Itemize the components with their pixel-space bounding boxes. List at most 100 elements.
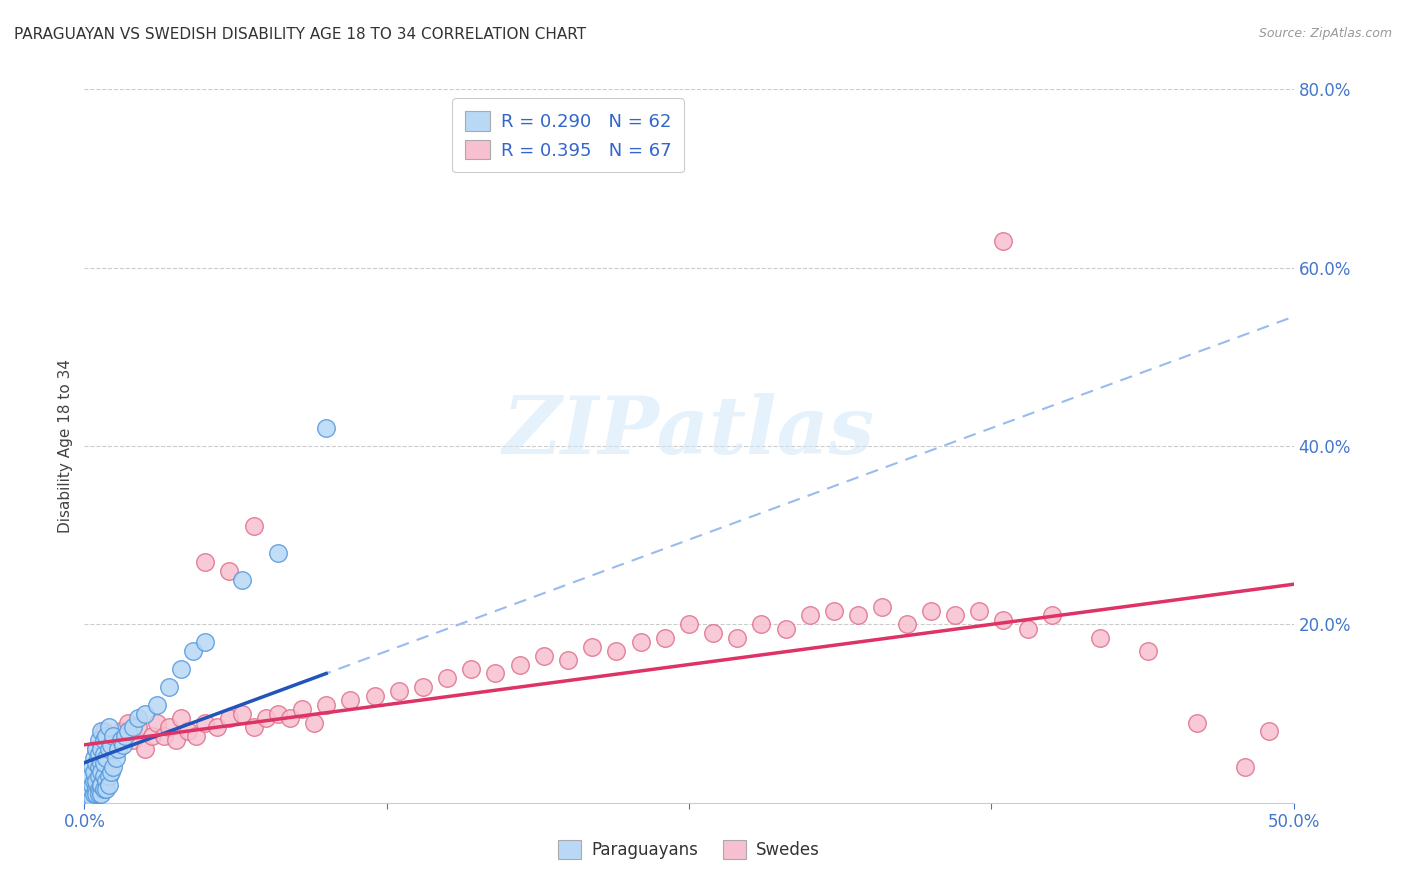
Point bbox=[121, 733, 143, 747]
Point bbox=[194, 555, 217, 569]
Point bbox=[231, 706, 253, 721]
Point bbox=[94, 751, 117, 765]
Point bbox=[315, 421, 337, 435]
Point bbox=[97, 769, 120, 783]
Point bbox=[460, 662, 482, 676]
Point bbox=[146, 715, 169, 730]
Text: ZIPatlas: ZIPatlas bbox=[503, 393, 875, 470]
Point bbox=[630, 635, 652, 649]
Point bbox=[157, 720, 180, 734]
Point bbox=[291, 702, 314, 716]
Point bbox=[993, 234, 1015, 248]
Point bbox=[80, 791, 103, 805]
Point bbox=[112, 738, 135, 752]
Point bbox=[121, 720, 143, 734]
Point bbox=[1137, 644, 1160, 658]
Point bbox=[278, 711, 301, 725]
Point bbox=[967, 604, 990, 618]
Point bbox=[993, 613, 1015, 627]
Point bbox=[76, 791, 98, 805]
Point bbox=[83, 764, 105, 779]
Point bbox=[1258, 724, 1281, 739]
Point bbox=[90, 756, 112, 770]
Point bbox=[242, 720, 264, 734]
Point bbox=[86, 787, 108, 801]
Point bbox=[90, 778, 112, 792]
Point bbox=[702, 626, 724, 640]
Point bbox=[77, 787, 100, 801]
Point bbox=[267, 706, 290, 721]
Point bbox=[87, 733, 110, 747]
Point bbox=[80, 760, 103, 774]
Point bbox=[605, 644, 627, 658]
Point bbox=[86, 756, 108, 770]
Point bbox=[146, 698, 169, 712]
Point bbox=[509, 657, 531, 672]
Point bbox=[339, 693, 361, 707]
Point bbox=[218, 711, 240, 725]
Point bbox=[725, 631, 748, 645]
Point bbox=[751, 617, 773, 632]
Point bbox=[170, 662, 193, 676]
Point bbox=[110, 724, 132, 739]
Point bbox=[87, 747, 110, 761]
Point bbox=[110, 733, 132, 747]
Point bbox=[97, 720, 120, 734]
Point bbox=[100, 764, 122, 779]
Point bbox=[86, 782, 108, 797]
Point bbox=[83, 787, 105, 801]
Point bbox=[94, 782, 117, 797]
Point bbox=[184, 729, 207, 743]
Point bbox=[1040, 608, 1063, 623]
Legend: Paraguayans, Swedes: Paraguayans, Swedes bbox=[551, 834, 827, 866]
Point bbox=[484, 666, 506, 681]
Point bbox=[103, 729, 125, 743]
Point bbox=[97, 733, 120, 747]
Point bbox=[100, 738, 122, 752]
Point bbox=[436, 671, 458, 685]
Point bbox=[127, 711, 149, 725]
Point bbox=[86, 773, 108, 788]
Point bbox=[141, 729, 163, 743]
Point bbox=[87, 787, 110, 801]
Text: Source: ZipAtlas.com: Source: ZipAtlas.com bbox=[1258, 27, 1392, 40]
Point bbox=[1088, 631, 1111, 645]
Point bbox=[920, 604, 942, 618]
Point bbox=[654, 631, 676, 645]
Point bbox=[165, 733, 187, 747]
Point bbox=[117, 715, 139, 730]
Point bbox=[90, 724, 112, 739]
Point bbox=[412, 680, 434, 694]
Point bbox=[107, 742, 129, 756]
Point bbox=[93, 756, 115, 770]
Point bbox=[1234, 760, 1257, 774]
Point bbox=[93, 747, 115, 761]
Point bbox=[194, 715, 217, 730]
Point bbox=[363, 689, 385, 703]
Text: PARAGUAYAN VS SWEDISH DISABILITY AGE 18 TO 34 CORRELATION CHART: PARAGUAYAN VS SWEDISH DISABILITY AGE 18 … bbox=[14, 27, 586, 42]
Point bbox=[103, 760, 125, 774]
Point bbox=[181, 644, 204, 658]
Point bbox=[94, 773, 117, 788]
Point bbox=[207, 720, 229, 734]
Point bbox=[86, 742, 108, 756]
Point bbox=[93, 769, 115, 783]
Point bbox=[315, 698, 337, 712]
Point bbox=[799, 608, 821, 623]
Point bbox=[943, 608, 966, 623]
Point bbox=[872, 599, 894, 614]
Point bbox=[678, 617, 700, 632]
Point bbox=[104, 751, 127, 765]
Point bbox=[557, 653, 579, 667]
Point bbox=[533, 648, 555, 663]
Point bbox=[83, 773, 105, 788]
Point bbox=[388, 684, 411, 698]
Point bbox=[103, 742, 125, 756]
Point bbox=[87, 769, 110, 783]
Point bbox=[581, 640, 603, 654]
Point bbox=[302, 715, 325, 730]
Point bbox=[93, 733, 115, 747]
Point bbox=[97, 778, 120, 792]
Point bbox=[896, 617, 918, 632]
Point bbox=[93, 782, 115, 797]
